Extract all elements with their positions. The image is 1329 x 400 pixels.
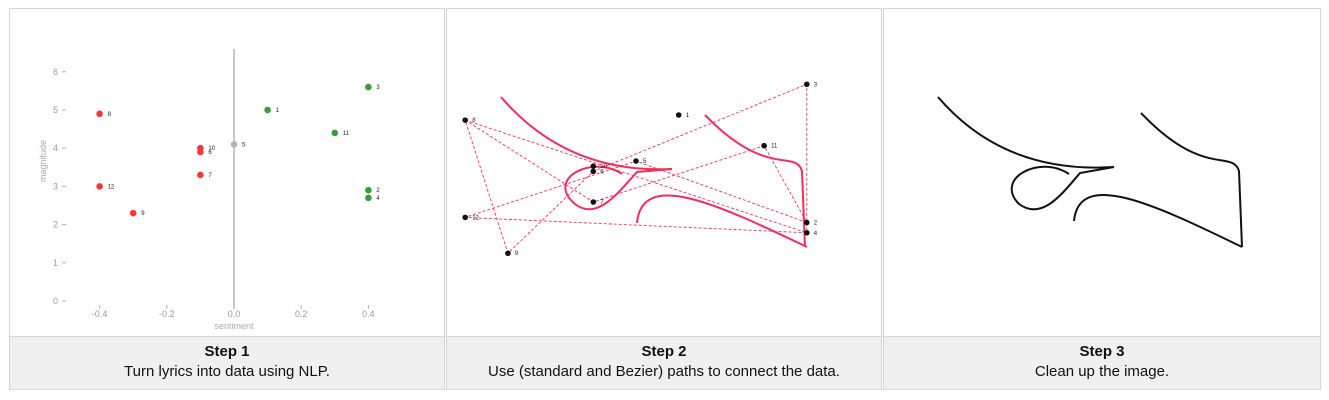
point-label: 7 — [600, 200, 604, 206]
point-label: 5 — [242, 142, 246, 148]
x-axis-label: sentiment — [214, 321, 254, 331]
point-label: 9 — [515, 251, 519, 257]
y-tick-label: 3 — [53, 181, 58, 191]
point-label: 4 — [814, 231, 818, 237]
sentiment-scatter-plot: -0.4 -0.2 0.0 0.2 0.40123456sentimentmagnitu… — [38, 49, 380, 331]
bezier-curve — [704, 114, 806, 248]
step-1-description: Turn lyrics into data using NLP. — [124, 363, 330, 380]
dashed-connection-path — [464, 83, 808, 255]
data-point — [129, 209, 137, 217]
step-3-title: Step 3 — [1079, 343, 1125, 360]
data-point — [804, 81, 810, 88]
data-point — [804, 219, 810, 226]
x-tick-label: 0.0 — [228, 309, 241, 319]
point-label: 8 — [108, 112, 112, 118]
y-tick-label: 6 — [53, 67, 58, 77]
x-tick-label: -0.2 — [159, 309, 175, 319]
point-label: 4 — [376, 196, 380, 202]
y-axis-label: magnitude — [38, 140, 48, 182]
point-label: 7 — [208, 173, 212, 179]
clean-stroke — [1073, 194, 1243, 248]
data-point — [96, 110, 103, 118]
data-point — [590, 168, 597, 175]
data-point — [804, 229, 810, 236]
point-label: 5 — [643, 159, 647, 165]
step-2-panel: 1 2 3 4 5 6 7 8 9 10 11 12 Step 2 Use (standard and… — [446, 8, 882, 390]
point-label: 12 — [472, 215, 479, 221]
clean-line-drawing — [937, 96, 1243, 248]
data-point — [590, 163, 597, 169]
step-1-caption: Step 1 Turn lyrics into data using NLP. — [10, 336, 444, 389]
step-3-panel: Step 3 Clean up the image. — [883, 8, 1321, 390]
point-label: 9 — [141, 211, 145, 217]
x-tick-label: 0.4 — [362, 309, 375, 319]
point-label: 3 — [376, 85, 380, 91]
point-label: 10 — [208, 146, 215, 152]
data-point — [633, 158, 639, 164]
point-label: 1 — [276, 108, 280, 114]
clean-stroke — [1010, 165, 1115, 211]
point-label: 1 — [686, 113, 690, 119]
clean-stroke — [937, 96, 1115, 169]
point-label: 12 — [108, 184, 115, 190]
step-2-description: Use (standard and Bezier) paths to conne… — [488, 363, 840, 380]
data-point — [761, 142, 767, 149]
clean-stroke — [1140, 112, 1243, 248]
point-label: 6 — [600, 169, 604, 175]
y-tick-label: 4 — [53, 143, 58, 153]
bezier-curve — [500, 96, 673, 171]
point-label: 6 — [208, 150, 212, 156]
step-3-description: Clean up the image. — [1034, 363, 1170, 380]
data-point — [590, 199, 597, 205]
data-point — [96, 183, 103, 190]
point-label: 3 — [814, 82, 818, 88]
data-point — [331, 129, 339, 137]
x-tick-label: -0.4 — [92, 309, 108, 319]
point-label: 11 — [771, 144, 778, 150]
point-label: 11 — [343, 131, 350, 137]
y-tick-label: 0 — [53, 296, 58, 306]
data-point — [264, 106, 271, 114]
point-label: 2 — [814, 221, 818, 227]
y-tick-label: 2 — [53, 220, 58, 230]
y-tick-label: 5 — [53, 105, 58, 115]
step-2-title: Step 2 — [641, 343, 687, 360]
step-2-caption: Step 2 Use (standard and Bezier) paths t… — [447, 336, 881, 389]
data-point — [462, 117, 468, 123]
step-1-title: Step 1 — [204, 343, 250, 360]
bezier-curve — [564, 165, 673, 211]
bezier-curve — [636, 194, 808, 248]
data-point — [197, 171, 204, 179]
point-label: 8 — [472, 118, 476, 124]
x-tick-label: 0.2 — [295, 309, 308, 319]
data-point — [230, 141, 238, 148]
data-point — [197, 144, 204, 152]
data-point — [365, 186, 372, 194]
data-point — [365, 83, 372, 91]
y-tick-label: 1 — [53, 258, 58, 268]
point-label: 10 — [600, 164, 607, 170]
step-3-caption: Step 3 Clean up the image. — [884, 336, 1320, 389]
data-point — [462, 214, 468, 221]
data-point — [675, 112, 682, 118]
data-point — [365, 194, 372, 202]
step-1-panel: -0.4 -0.2 0.0 0.2 0.4 0 1 2 3 4 5 6 sentiment magnitu… — [9, 8, 445, 390]
data-point — [505, 250, 511, 257]
point-label: 2 — [376, 188, 380, 194]
